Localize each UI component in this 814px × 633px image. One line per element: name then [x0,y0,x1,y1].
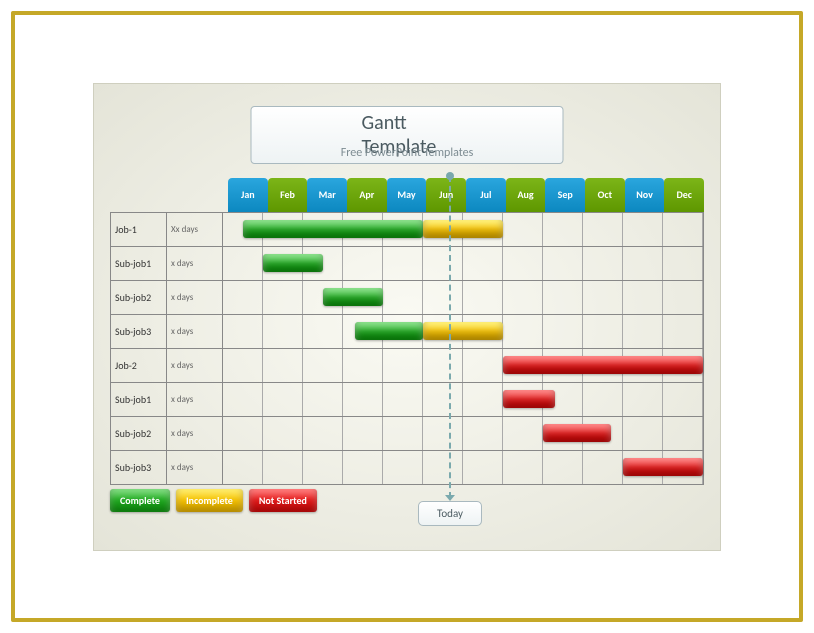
gantt-bar [423,322,503,340]
row-label: Sub-job2 [111,417,167,450]
row-timeline [223,247,703,280]
gantt-bar [323,288,383,306]
gantt-row: Sub-job2x days [111,416,703,450]
today-label-box: Today [418,501,482,526]
row-timeline [223,315,703,348]
month-header-cell: Apr [347,178,387,212]
slide: Gantt Template Free PowerPoint Templates… [93,83,721,551]
month-header-cell: Feb [268,178,308,212]
row-label: Job-1 [111,213,167,246]
legend: Complete Incomplete Not Started [110,489,317,512]
chart-subtitle: Free PowerPoint Templates [341,146,474,160]
month-header-cell: Oct [585,178,625,212]
gantt-bar [623,458,703,476]
gantt-bar [423,220,503,238]
month-header-cell: Mar [307,178,347,212]
gantt-bar [503,390,555,408]
gantt-bar [355,322,423,340]
row-timeline [223,383,703,416]
gantt-bar [503,356,703,374]
row-days: x days [167,451,223,484]
legend-item: Complete [110,489,170,512]
row-label: Sub-job3 [111,451,167,484]
gantt-row: Sub-job3x days [111,314,703,348]
row-label: Sub-job1 [111,247,167,280]
row-timeline [223,451,703,484]
row-days: x days [167,247,223,280]
row-days: x days [167,417,223,450]
row-label: Job-2 [111,349,167,382]
gantt-row: Sub-job1x days [111,382,703,416]
gantt-grid: Job-1Xx daysSub-job1x daysSub-job2x days… [110,212,704,485]
month-header-cell: Sep [545,178,585,212]
legend-item: Not Started [249,489,317,512]
row-days: x days [167,349,223,382]
month-header-row: JanFebMarAprMayJunJulAugSepOctNovDec [228,178,704,212]
row-label: Sub-job1 [111,383,167,416]
row-label: Sub-job3 [111,315,167,348]
row-timeline [223,417,703,450]
legend-item: Incomplete [176,489,243,512]
row-days: x days [167,281,223,314]
month-header-cell: Nov [625,178,665,212]
today-marker-line [449,176,451,498]
month-header-cell: Jul [466,178,506,212]
gantt-chart: JanFebMarAprMayJunJulAugSepOctNovDec Job… [110,178,704,485]
gantt-bar [243,220,423,238]
gantt-row: Sub-job3x days [111,450,703,484]
row-days: x days [167,315,223,348]
row-timeline [223,349,703,382]
row-timeline [223,281,703,314]
gantt-row: Sub-job2x days [111,280,703,314]
gantt-row: Job-2x days [111,348,703,382]
month-header-cell: Jun [426,178,466,212]
month-header-cell: Aug [506,178,546,212]
month-header-cell: May [387,178,427,212]
gantt-row: Job-1Xx days [111,212,703,246]
month-header-cell: Dec [664,178,704,212]
month-header-cell: Jan [228,178,268,212]
outer-frame: Gantt Template Free PowerPoint Templates… [11,11,803,622]
row-days: x days [167,383,223,416]
gantt-bar [263,254,323,272]
gantt-bar [543,424,611,442]
today-marker-dot [446,172,454,180]
row-days: Xx days [167,213,223,246]
row-timeline [223,213,703,246]
gantt-row: Sub-job1x days [111,246,703,280]
row-label: Sub-job2 [111,281,167,314]
